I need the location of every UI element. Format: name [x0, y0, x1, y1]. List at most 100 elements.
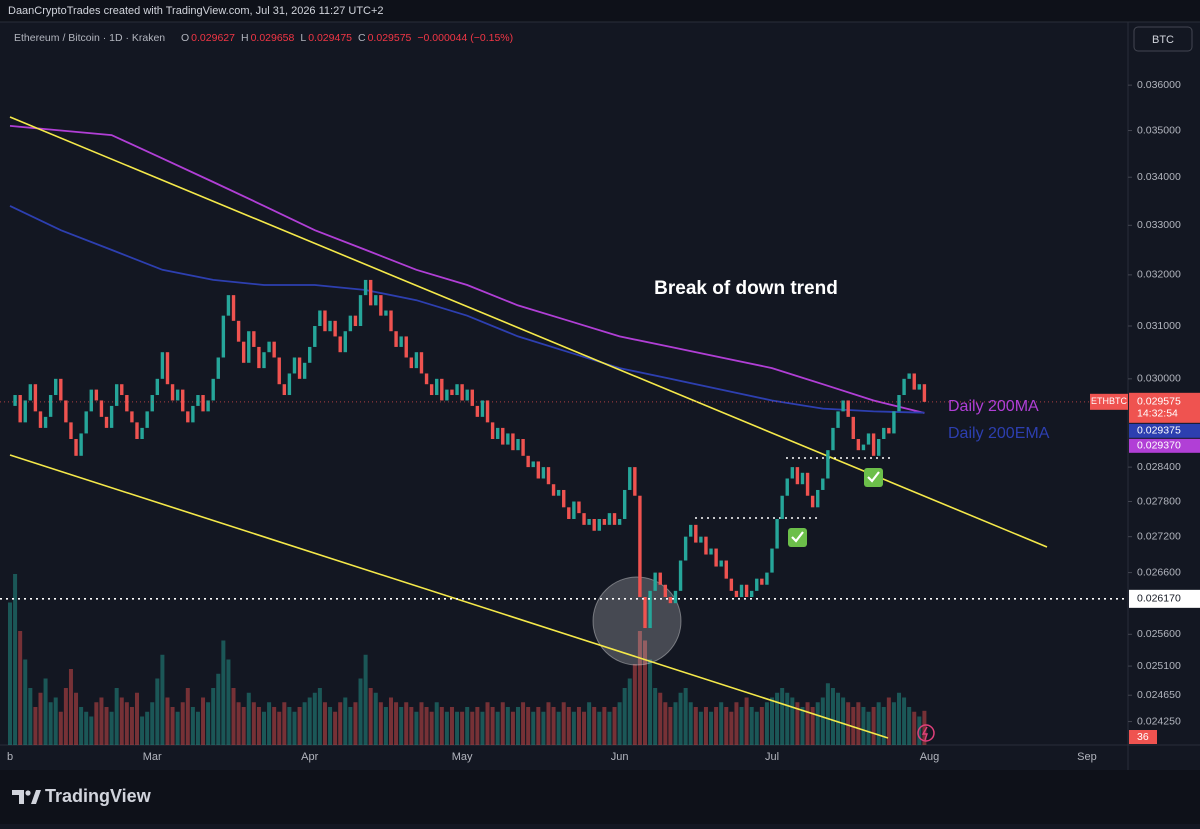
volume-bar: [719, 702, 724, 745]
volume-bar: [541, 711, 546, 745]
candle-body: [749, 590, 754, 597]
candle-body: [648, 590, 652, 629]
candle-body: [673, 590, 678, 604]
volume-bar: [180, 702, 185, 745]
volume-bar: [495, 711, 500, 745]
volume-bar: [729, 711, 734, 745]
price-tag-label: 0.029575: [1137, 396, 1181, 408]
volume-bar: [18, 631, 23, 745]
volume-bar: [724, 707, 729, 745]
candle-body: [582, 513, 586, 525]
y-tick-label: 0.024650: [1137, 689, 1181, 701]
volume-bar: [632, 664, 637, 745]
candle-body: [709, 548, 713, 555]
volume-bar: [404, 702, 409, 745]
candle-body: [785, 478, 789, 496]
candle-body: [333, 320, 337, 337]
volume-bar: [643, 640, 647, 745]
candle-body: [262, 352, 266, 369]
legend-entry: Daily 200EMA: [948, 425, 1050, 442]
candle-body: [181, 389, 185, 412]
volume-bar: [170, 707, 175, 745]
candle-body: [38, 411, 43, 428]
candle-body: [521, 439, 525, 456]
candle-body: [887, 427, 891, 434]
volume-bar: [48, 702, 53, 745]
volume-bar: [165, 697, 170, 745]
volume-bar: [576, 707, 581, 745]
volume-bar: [886, 697, 891, 745]
volume-bar: [429, 711, 434, 745]
candle-body: [368, 279, 373, 306]
candle-body: [800, 472, 805, 485]
volume-bar: [551, 707, 556, 745]
volume-bar: [521, 702, 526, 745]
volume-bar: [861, 707, 866, 745]
volume-bar: [764, 702, 769, 745]
volume-bar: [307, 697, 312, 745]
candle-body: [414, 352, 419, 369]
candle-body: [267, 341, 271, 353]
candle-body: [175, 389, 180, 401]
volume-bar: [272, 707, 277, 745]
brand: TradingView: [45, 786, 152, 806]
candle-body: [440, 378, 444, 401]
volume-bar: [795, 702, 800, 745]
candle-body: [343, 331, 347, 353]
y-tick-label: 0.026600: [1137, 566, 1181, 578]
volume-bar: [383, 707, 388, 745]
volume-pane: [8, 574, 927, 745]
y-tick-label: 0.033000: [1137, 219, 1181, 231]
candle-body: [744, 584, 749, 597]
volume-bar: [810, 707, 815, 745]
candle-body: [765, 572, 769, 585]
volume-bar: [277, 711, 282, 745]
candle-body: [861, 444, 866, 451]
candle-body: [257, 346, 261, 369]
candle-body: [653, 572, 657, 591]
volume-bar: [770, 697, 774, 745]
candle-body: [780, 495, 784, 519]
volume-bar: [409, 707, 414, 745]
candle-body: [59, 378, 63, 401]
volume-bar: [8, 602, 12, 745]
volume-bar: [617, 702, 622, 745]
volume-bar: [856, 702, 861, 745]
volume-bar: [480, 711, 485, 745]
volume-bar: [251, 702, 256, 745]
price-tag: [1129, 392, 1200, 423]
x-tick-label: Aug: [920, 751, 940, 763]
candle-body: [572, 501, 576, 519]
currency-button[interactable]: [1133, 26, 1193, 52]
volume-bar: [653, 688, 658, 745]
volume-bar: [546, 702, 551, 745]
volume-bar: [378, 702, 383, 745]
x-tick-label: Jun: [611, 751, 629, 763]
candle-body: [602, 518, 607, 525]
volume-bar: [505, 707, 510, 745]
candle-body: [186, 411, 190, 423]
volume-bar: [33, 707, 38, 745]
volume-bar: [449, 707, 454, 745]
volume-bar: [683, 688, 688, 745]
volume-bar: [368, 688, 373, 745]
volume-bar: [607, 711, 612, 745]
volume-bar: [592, 707, 597, 745]
alert-icon[interactable]: [917, 724, 935, 742]
candle-body: [409, 357, 414, 369]
candle-body: [424, 373, 429, 385]
candle-body: [287, 373, 292, 396]
y-tick-label: 0.024250: [1137, 715, 1181, 727]
volume-bar: [907, 707, 912, 745]
volume-bar: [63, 688, 68, 745]
candle-body: [506, 433, 510, 445]
ohlc-value: 0.029575: [368, 32, 412, 44]
candle-body: [94, 389, 99, 401]
candle-body: [302, 362, 307, 379]
volume-bar: [129, 707, 134, 745]
candle-body: [226, 295, 231, 316]
volume-tag: [1129, 730, 1157, 744]
volume-bar: [353, 702, 358, 745]
candle-body: [689, 524, 693, 537]
y-tick-label: 0.034000: [1137, 171, 1181, 183]
